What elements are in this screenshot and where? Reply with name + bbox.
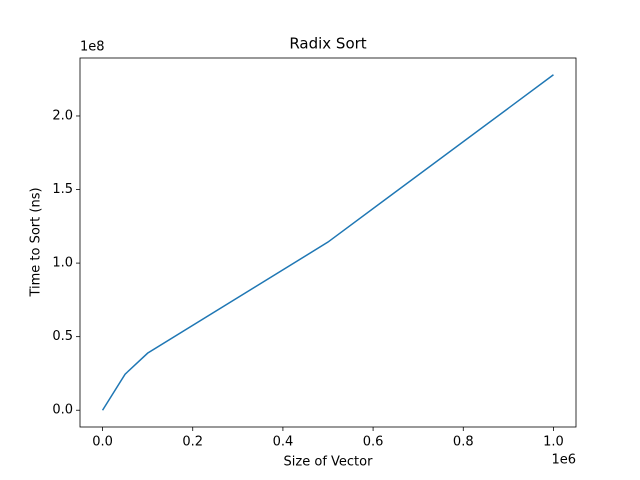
y-axis-label: Time to Sort (ns) — [29, 187, 44, 297]
x-tick-label: 1.0 — [543, 435, 564, 450]
y-tick-label: 0.0 — [52, 403, 73, 418]
x-axis-label: Size of Vector — [284, 455, 374, 470]
x-tick-label: 0.8 — [453, 435, 474, 450]
x-offset-label: 1e6 — [551, 453, 576, 468]
y-tick-label: 1.0 — [52, 256, 73, 271]
chart-title: Radix Sort — [289, 35, 366, 53]
y-tick-label: 2.0 — [52, 108, 73, 123]
x-tick-label: 0.4 — [273, 435, 294, 450]
y-tick-label: 0.5 — [52, 329, 73, 344]
axes-frame — [79, 57, 577, 428]
data-line — [101, 74, 554, 411]
x-tick-label: 0.0 — [92, 435, 113, 450]
y-offset-label: 1e8 — [80, 40, 105, 55]
x-tick-label: 0.2 — [182, 435, 203, 450]
x-tick-label: 0.6 — [363, 435, 384, 450]
y-tick-label: 1.5 — [52, 182, 73, 197]
